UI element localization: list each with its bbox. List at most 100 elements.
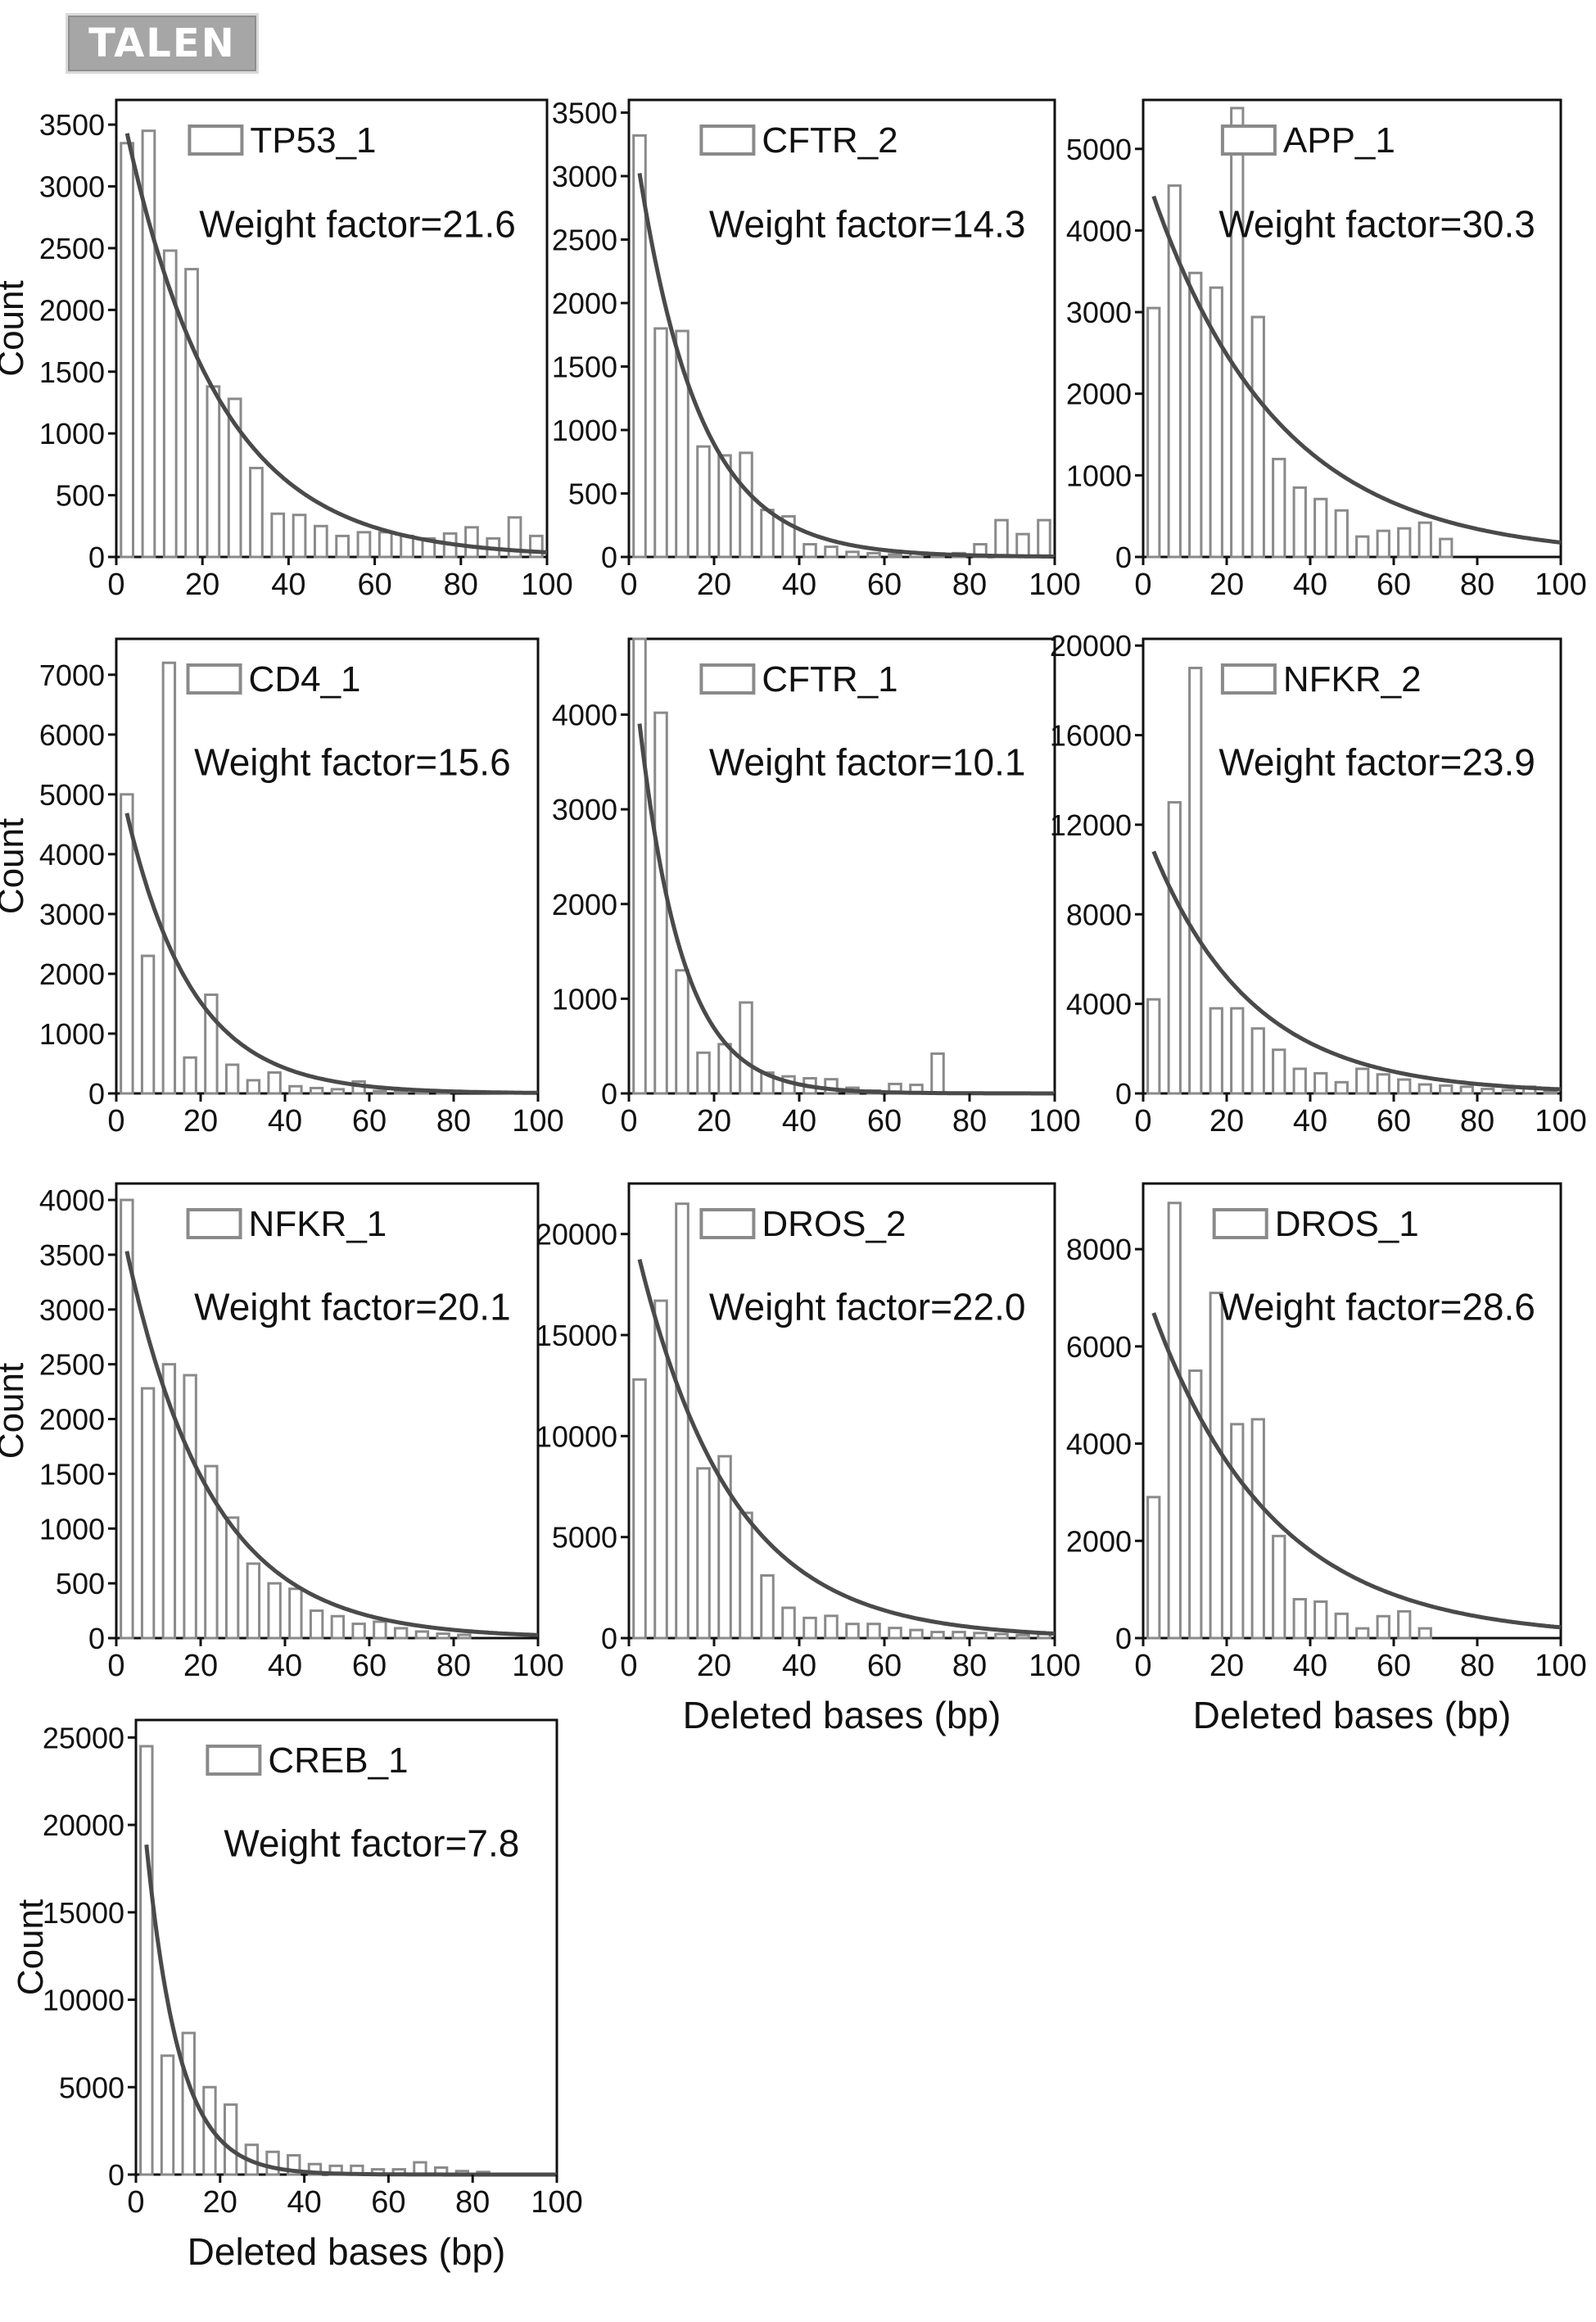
bar	[696, 1051, 711, 1095]
y-tick-label: 5000	[39, 778, 105, 812]
fit-curve	[124, 1251, 539, 1637]
y-tick-label: 3000	[39, 170, 105, 204]
bar	[120, 142, 135, 559]
x-tick-label: 20	[183, 1649, 218, 1683]
legend-label: CD4_1	[249, 659, 361, 699]
bar	[952, 1631, 966, 1640]
legend-swatch	[1220, 124, 1277, 156]
bar	[1272, 457, 1286, 559]
bar	[1397, 527, 1412, 559]
legend-label: APP_1	[1283, 120, 1395, 161]
bar	[120, 1198, 134, 1640]
y-tick-label: 0	[601, 541, 617, 574]
x-tick-label: 0	[107, 1104, 124, 1138]
y-tick-label: 3000	[552, 793, 617, 826]
y-tick-label: 3500	[552, 97, 617, 130]
bar	[909, 1628, 924, 1640]
x-tick-label: 60	[1377, 1104, 1411, 1138]
legend-swatch	[699, 663, 756, 695]
x-tick-label: 0	[1134, 568, 1151, 602]
bar	[1417, 1627, 1432, 1640]
y-tick-label: 25000	[43, 1721, 124, 1754]
bar	[1355, 1067, 1370, 1095]
plot-frame	[115, 98, 549, 559]
bar	[436, 1632, 450, 1640]
bar	[1397, 1609, 1412, 1640]
bar	[1376, 1073, 1390, 1095]
bar	[653, 711, 668, 1095]
y-tick-label: 3000	[1066, 296, 1132, 329]
x-tick-label: 100	[512, 1649, 563, 1683]
bar	[930, 1631, 945, 1640]
legend-label: DROS_2	[762, 1204, 906, 1244]
x-tick-label: 40	[782, 568, 816, 602]
bar	[1037, 518, 1051, 559]
y-tick-label: 1000	[39, 1512, 105, 1546]
bar	[803, 543, 817, 559]
plot-frame	[115, 1182, 540, 1640]
x-tick-label: 80	[1460, 568, 1494, 602]
bar	[223, 2103, 238, 2176]
y-tick-label: 1500	[39, 355, 105, 389]
bar	[803, 1616, 817, 1640]
bar	[141, 129, 156, 559]
bar	[246, 1562, 261, 1640]
bar	[1015, 1633, 1030, 1640]
bar	[1250, 1418, 1265, 1640]
y-tick-label: 5000	[1066, 133, 1132, 166]
legend-swatch	[186, 663, 242, 695]
legend-swatch	[699, 1208, 756, 1239]
legend-label: NFKR_1	[249, 1204, 387, 1244]
x-tick-label: 100	[531, 2185, 582, 2220]
bar	[1292, 486, 1307, 559]
fit-curve	[124, 812, 538, 1095]
x-axis-label: Deleted bases (bp)	[188, 2230, 506, 2273]
bar	[227, 397, 242, 559]
bar	[378, 531, 393, 559]
y-tick-label: 500	[56, 479, 105, 513]
bar	[224, 1516, 240, 1640]
bar	[717, 1043, 732, 1095]
y-tick-label: 4000	[1066, 214, 1132, 247]
bar	[161, 1363, 177, 1640]
bar	[1334, 1080, 1349, 1095]
bar	[1501, 1089, 1516, 1095]
x-tick-label: 0	[1134, 1104, 1151, 1138]
bar	[202, 2085, 217, 2176]
y-tick-label: 2000	[39, 957, 105, 991]
bar	[183, 1056, 197, 1095]
x-tick-label: 20	[697, 1649, 731, 1683]
weight-factor-annotation: Weight factor=10.1	[709, 741, 1026, 784]
bar	[414, 1630, 430, 1640]
fit-curve	[637, 173, 1055, 559]
bar	[393, 1627, 409, 1640]
bar	[781, 1606, 796, 1640]
bar	[140, 954, 156, 1095]
bar	[696, 445, 711, 559]
plot-frame	[1142, 637, 1562, 1095]
bar	[330, 1614, 346, 1640]
plot-frame	[627, 98, 1056, 559]
bar	[1481, 1088, 1495, 1095]
bar	[224, 1063, 240, 1095]
bar	[507, 516, 522, 559]
y-axis-label: Count	[0, 1363, 31, 1459]
bar	[845, 550, 860, 559]
y-tick-label: 7000	[39, 659, 105, 692]
chart-panel-cftr-2: 0 20 40 60 80 1000500100015002000250030003500…	[552, 97, 1081, 603]
bar	[824, 545, 839, 559]
bar	[866, 551, 881, 559]
bar	[1334, 1612, 1349, 1640]
bar	[464, 526, 479, 559]
bar	[653, 327, 668, 559]
y-tick-label: 4000	[1066, 1428, 1132, 1461]
x-tick-label: 60	[371, 2185, 405, 2220]
bar	[373, 1620, 387, 1640]
talen-badge: TALEN	[66, 13, 259, 74]
weight-factor-annotation: Weight factor=22.0	[709, 1286, 1026, 1328]
x-tick-label: 100	[1535, 568, 1586, 602]
bar	[717, 454, 732, 559]
x-tick-label: 40	[1293, 1104, 1327, 1138]
weight-factor-annotation: Weight factor=23.9	[1218, 741, 1535, 784]
x-tick-label: 20	[185, 568, 219, 602]
